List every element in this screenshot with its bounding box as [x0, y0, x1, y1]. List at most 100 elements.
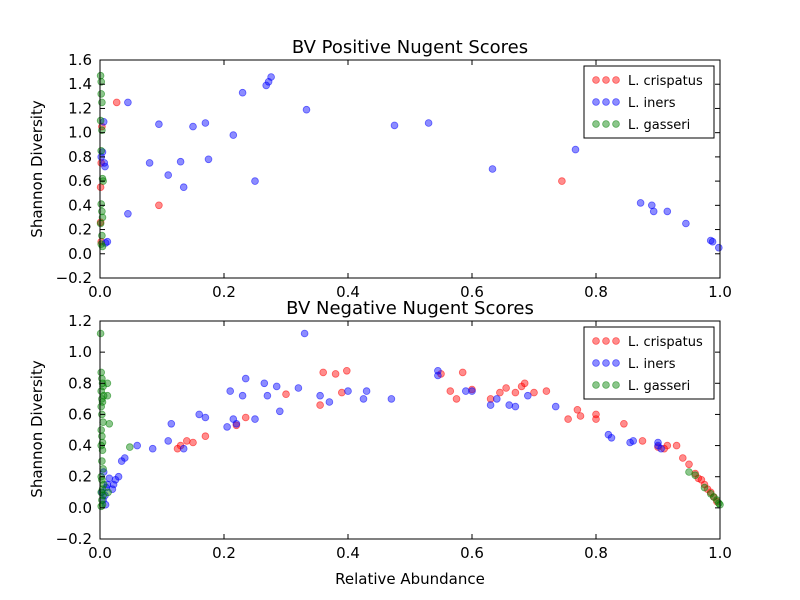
bottom-point-lcrispatus — [241, 413, 250, 422]
bottom-legend-marker — [602, 359, 610, 367]
bottom-point-lgasseri — [97, 368, 105, 377]
top-point-lcrispatus — [112, 98, 121, 107]
top-legend-marker — [612, 76, 620, 84]
top-point-liners — [164, 171, 173, 179]
bottom-point-liners — [179, 444, 188, 453]
bottom-point-lcrispatus — [201, 432, 210, 441]
bottom-point-lcrispatus — [446, 387, 455, 395]
bottom-point-liners — [121, 454, 129, 462]
bottom-point-liners — [164, 437, 173, 445]
bottom-point-lcrispatus — [486, 395, 495, 403]
bottom-x-tick-label: 0.4 — [336, 544, 360, 562]
bottom-point-lcrispatus — [638, 437, 647, 445]
bottom-point-lcrispatus — [592, 410, 600, 419]
bottom-point-lgasseri — [97, 402, 105, 411]
top-legend-marker — [592, 76, 600, 84]
top-point-liners — [179, 183, 188, 192]
bottom-point-liners — [434, 371, 442, 380]
bottom-point-lcrispatus — [316, 401, 324, 409]
bottom-point-lcrispatus — [564, 415, 572, 423]
top-legend-marker — [602, 98, 610, 106]
bottom-point-lcrispatus — [189, 438, 197, 447]
bottom-point-liners — [316, 391, 324, 400]
top-legend-marker — [612, 120, 620, 128]
bottom-point-lcrispatus — [452, 395, 461, 403]
top-y-tick-label: 1.0 — [68, 124, 92, 142]
top-legend-marker — [602, 120, 610, 128]
bottom-point-lgasseri — [700, 483, 709, 492]
top-point-liners — [390, 121, 399, 130]
bottom-point-liners — [629, 437, 637, 445]
bottom-point-lcrispatus — [530, 388, 538, 397]
top-y-tick-label: 0.4 — [68, 196, 92, 214]
bottom-point-liners — [511, 402, 520, 411]
top-legend-marker — [612, 98, 620, 106]
top-point-liners — [145, 159, 154, 167]
bottom-point-lcrispatus — [520, 379, 529, 388]
top-y-tick-label: −0.2 — [56, 269, 92, 287]
bottom-point-liners — [133, 441, 142, 450]
bottom-point-lcrispatus — [573, 405, 582, 414]
top-y-tick-label: 1.6 — [68, 51, 92, 69]
top-y-tick-label: 1.2 — [68, 99, 92, 117]
top-legend-marker — [602, 76, 610, 84]
top-chart-legend: L. crispatus L. iners L. gasseri — [583, 65, 715, 139]
bottom-point-liners — [272, 382, 281, 391]
top-point-lgasseri — [96, 116, 105, 125]
bottom-point-lcrispatus — [282, 390, 290, 399]
bottom-legend-marker — [612, 359, 620, 367]
bottom-point-lcrispatus — [672, 441, 681, 450]
top-chart: BV Positive Nugent Scores Shannon Divers… — [28, 37, 732, 301]
bottom-legend-marker — [592, 381, 600, 389]
bottom-point-lgasseri — [98, 446, 107, 455]
bottom-legend-marker — [602, 381, 610, 389]
bottom-point-lcrispatus — [663, 441, 672, 450]
bottom-point-liners — [362, 387, 371, 395]
top-x-tick-label: 0.6 — [460, 283, 484, 301]
top-point-liners — [424, 119, 433, 127]
bottom-legend-label: L. iners — [628, 357, 676, 372]
bottom-point-liners — [344, 387, 352, 395]
bottom-point-liners — [238, 391, 247, 400]
top-legend-marker — [592, 98, 600, 106]
bottom-y-tick-label: −0.2 — [56, 530, 92, 548]
bottom-point-lgasseri — [126, 443, 134, 451]
bottom-point-lgasseri — [103, 379, 112, 388]
bottom-legend-marker — [602, 337, 610, 345]
bottom-x-tick-label: 0.6 — [460, 544, 484, 562]
bottom-point-liners — [300, 329, 309, 338]
bottom-point-lcrispatus — [458, 368, 467, 377]
bottom-chart-y-ticks: −0.2 0.0 0.2 0.4 0.6 0.8 1.0 1.2 — [56, 312, 720, 548]
top-legend-box — [583, 65, 715, 139]
bottom-point-liners — [148, 444, 157, 453]
bottom-x-tick-label: 0.2 — [212, 544, 236, 562]
bottom-y-tick-label: 0.4 — [68, 437, 92, 455]
bottom-chart-xlabel: Relative Abundance — [335, 570, 485, 588]
bottom-point-liners — [468, 387, 476, 395]
bottom-point-lcrispatus — [319, 368, 328, 377]
top-chart-ylabel: Shannon Diversity — [28, 100, 46, 238]
top-point-lgasseri — [96, 71, 105, 80]
top-chart-x-ticks: 0.0 0.2 0.4 0.6 0.8 1.0 — [88, 60, 732, 301]
bottom-point-lgasseri — [105, 419, 114, 428]
bottom-chart-ylabel: Shannon Diversity — [28, 360, 46, 498]
bottom-legend-marker — [612, 337, 620, 345]
top-point-liners — [682, 219, 690, 228]
bottom-chart-points — [96, 329, 724, 511]
bottom-point-lgasseri — [97, 387, 105, 395]
bottom-point-liners — [241, 374, 250, 383]
top-point-liners — [189, 122, 197, 131]
bottom-point-lcrispatus — [678, 454, 687, 462]
bottom-point-lgasseri — [99, 465, 107, 473]
bottom-legend-label: L. gasseri — [628, 379, 690, 394]
top-point-liners — [238, 88, 247, 97]
bottom-point-lgasseri — [99, 418, 107, 427]
bottom-point-lcrispatus — [542, 387, 551, 395]
bottom-point-liners — [105, 474, 114, 483]
bottom-point-lcrispatus — [337, 388, 346, 397]
bottom-point-lcrispatus — [576, 412, 585, 420]
bottom-point-liners — [223, 423, 231, 431]
top-legend-label: L. gasseri — [628, 118, 690, 133]
bottom-legend-marker — [592, 337, 600, 345]
